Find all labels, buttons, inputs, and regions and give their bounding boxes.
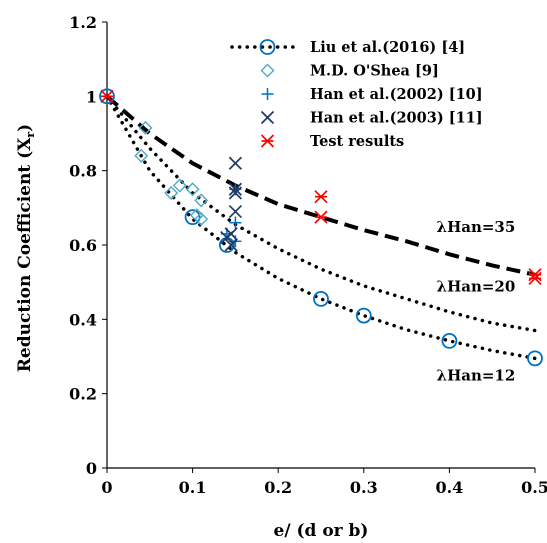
x-tick-label: 0 (101, 478, 112, 497)
series-0-point-5 (441, 332, 458, 349)
series-1-point-6-shape (194, 211, 209, 226)
y-axis-title: Reduction Coefficient (Xr) (15, 124, 37, 372)
series-3-point-3 (228, 182, 243, 196)
legend-entry-2: Han et al.(2002) [10] (261, 86, 483, 103)
series-1-point-1 (138, 120, 153, 135)
y-tick-label: 0.4 (69, 310, 97, 329)
y-axis-title-main: Reduction Coefficient (X (15, 137, 35, 372)
series-1-point-0-shape (134, 148, 149, 163)
legend-marker-3 (260, 110, 275, 125)
series-0-point-1-shape (184, 209, 201, 226)
legend-marker-1 (260, 63, 275, 78)
series-1-point-1-shape (138, 120, 153, 135)
series-3-point-6 (224, 238, 238, 252)
annotations: λHan=35 λHan=20 λHan=12 (437, 218, 516, 385)
legend-label: Han et al.(2002) [10] (310, 86, 483, 103)
series-0-point-3-shape (313, 290, 329, 307)
y-tick-label: 1.2 (69, 13, 97, 32)
legend-marker-1-shape (260, 63, 275, 78)
annotation-0: λHan=35 (437, 218, 516, 236)
legend-entry-3: Han et al.(2003) [11] (260, 110, 483, 127)
x-axis-title: e/ (d or b) (274, 521, 369, 541)
x-tick-label: 0.4 (435, 478, 463, 497)
legend-marker-0-shape (259, 39, 276, 55)
x-tick-label: 0.3 (350, 478, 378, 497)
legend-marker-3-d2 (260, 110, 275, 125)
series-1-point-2-shape (164, 185, 179, 200)
series-4-point-4 (528, 271, 542, 286)
series-0-point-0-shape (99, 88, 115, 105)
series-1-point-7 (194, 193, 209, 208)
series-4-point-2 (314, 210, 328, 224)
y-tick-label: 0.2 (69, 385, 97, 404)
legend-marker-0 (259, 39, 276, 55)
series-line-6 (105, 94, 536, 277)
series-3-point-1 (224, 227, 238, 241)
y-axis-title-close: ) (15, 124, 35, 132)
y-tick-label: 1 (86, 87, 97, 106)
legend-label: Liu et al.(2016) [4] (310, 39, 465, 56)
series-1-point-3 (172, 178, 187, 193)
y-tick-label: 0.8 (69, 162, 97, 181)
series-3-point-4-d2 (228, 186, 243, 200)
x-tick-label: 0.1 (179, 478, 207, 497)
x-tick-label: 0.5 (521, 478, 547, 497)
series-1-point-2 (164, 185, 179, 200)
series-0-point-6-shape (527, 350, 543, 367)
series-1-point-6 (194, 211, 209, 226)
series-0-point-1 (184, 209, 201, 226)
series-3-point-5 (228, 204, 243, 219)
legend-entry-1: M.D. O'Shea [9] (260, 63, 439, 80)
legend-marker-2 (261, 88, 274, 100)
legend-label: Han et al.(2003) [11] (310, 110, 483, 127)
legend-entry-4: Test results (260, 133, 404, 150)
y-axis-title-sub: r (24, 132, 37, 138)
legend-entry-0: Liu et al.(2016) [4] (230, 39, 465, 56)
series-1-point-4 (185, 182, 200, 197)
series-4-point-1 (314, 190, 328, 204)
series-3-point-3-d2 (228, 182, 243, 196)
x-tick-label: 0.2 (264, 478, 292, 497)
series-4-point-0 (100, 89, 114, 103)
series-3-point-1-d2 (224, 227, 238, 241)
curves (105, 94, 537, 361)
legend: Liu et al.(2016) [4] M.D. O'Shea [9] Han e… (230, 39, 483, 150)
legend-label: M.D. O'Shea [9] (310, 63, 439, 80)
series-3-point-2 (228, 156, 243, 170)
series-line-0 (105, 94, 537, 361)
series-1-point-7-shape (194, 193, 209, 208)
series-3-point-2-d2 (228, 156, 243, 170)
series-0-point-6 (527, 350, 543, 367)
series-1-point-3-shape (172, 178, 187, 193)
series-0-point-4 (355, 307, 372, 324)
series-1-point-4-shape (185, 182, 200, 197)
series-2-point-3 (229, 216, 242, 229)
legend-label: Test results (310, 133, 404, 150)
series-0-point-4-shape (355, 307, 372, 324)
series-3-point-6-d2 (224, 238, 238, 252)
y-tick-label: 0.6 (69, 236, 97, 255)
y-tick-label: 0 (86, 459, 97, 478)
legend-marker-4 (260, 134, 275, 148)
series-1-point-0 (134, 148, 149, 163)
annotation-1: λHan=20 (437, 277, 516, 295)
axes: 0 0.1 0.2 0.3 0.4 0.5 0 0.2 0.4 0.6 0.8 1 1.2 (69, 13, 547, 497)
series-0-point-5-shape (441, 332, 458, 349)
series-3-point-5-d2 (228, 204, 243, 219)
series-0-point-0 (99, 88, 115, 105)
series-0-point-3 (313, 290, 329, 307)
annotation-2: λHan=12 (437, 367, 516, 385)
markers (99, 88, 543, 367)
series-3-point-4 (228, 186, 243, 200)
